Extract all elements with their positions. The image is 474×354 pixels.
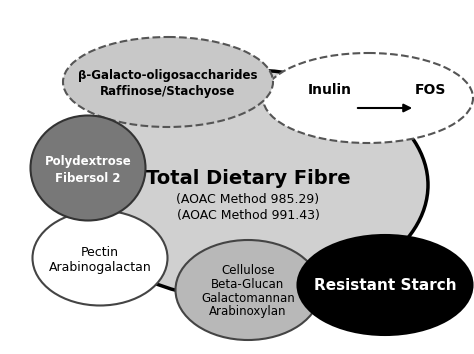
Text: Fibersol 2: Fibersol 2 xyxy=(55,171,121,184)
Text: Total Dietary Fibre: Total Dietary Fibre xyxy=(146,169,350,188)
Text: Pectin: Pectin xyxy=(81,246,119,259)
Ellipse shape xyxy=(63,37,273,127)
Text: (AOAC Method 985.29): (AOAC Method 985.29) xyxy=(176,194,319,206)
Text: Cellulose: Cellulose xyxy=(221,263,275,276)
Ellipse shape xyxy=(68,70,428,300)
Text: Resistant Starch: Resistant Starch xyxy=(314,278,456,292)
Ellipse shape xyxy=(263,53,473,143)
Ellipse shape xyxy=(175,240,320,340)
Text: β-Galacto-oligosaccharides: β-Galacto-oligosaccharides xyxy=(78,69,258,82)
Text: (AOAC Method 991.43): (AOAC Method 991.43) xyxy=(176,209,319,222)
Text: Arabinoxylan: Arabinoxylan xyxy=(209,306,287,319)
Text: Galactomannan: Galactomannan xyxy=(201,291,295,304)
Ellipse shape xyxy=(298,235,473,335)
Text: Raffinose/Stachyose: Raffinose/Stachyose xyxy=(100,86,236,98)
Ellipse shape xyxy=(33,211,167,306)
Text: Arabinogalactan: Arabinogalactan xyxy=(49,262,151,274)
Ellipse shape xyxy=(30,115,146,221)
Text: Inulin: Inulin xyxy=(308,83,352,97)
Text: FOS: FOS xyxy=(414,83,446,97)
Text: Polydextrose: Polydextrose xyxy=(45,155,131,169)
Text: Beta-Glucan: Beta-Glucan xyxy=(211,278,284,291)
